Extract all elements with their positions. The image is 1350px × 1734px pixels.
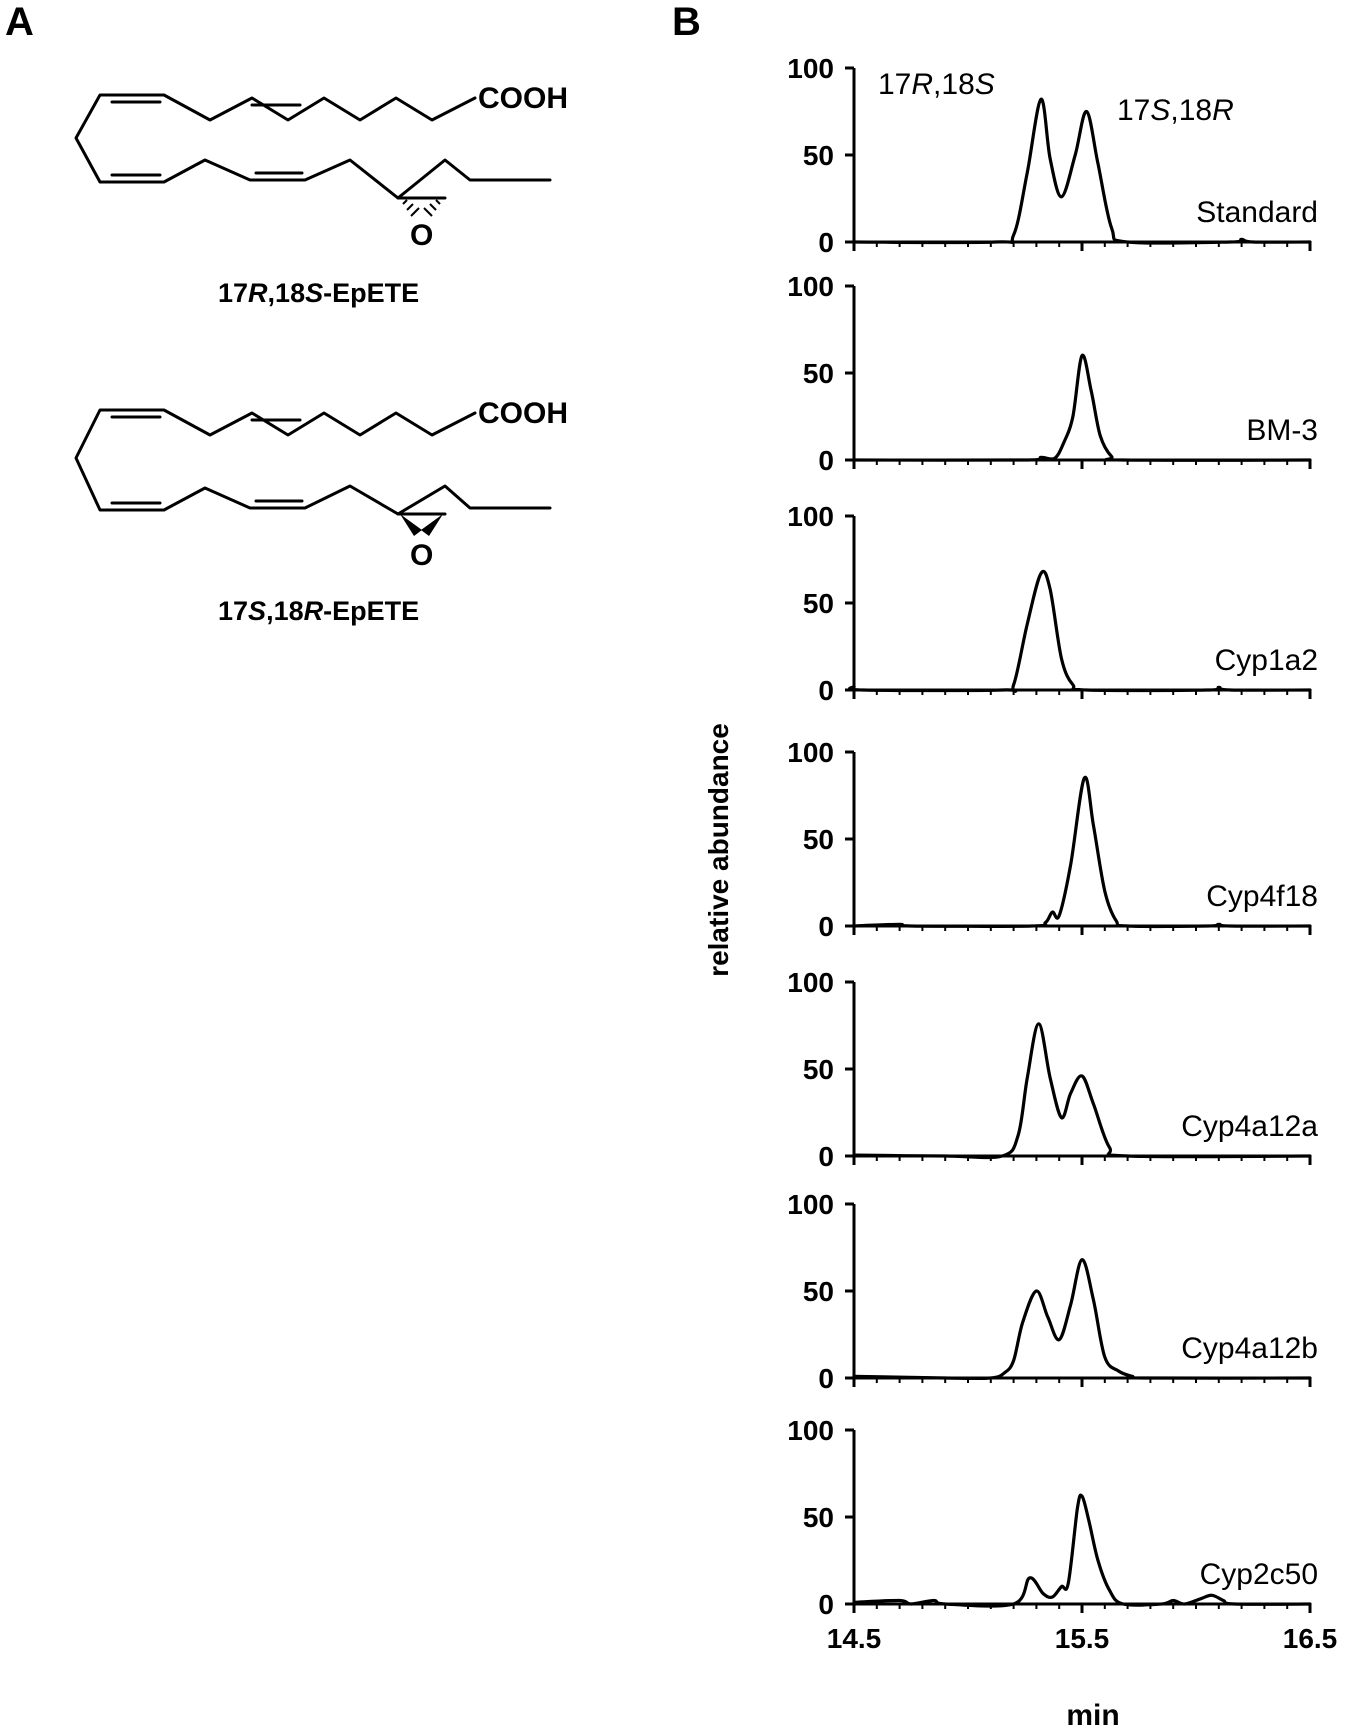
y-tick-label-bm-3: 50 bbox=[803, 358, 834, 389]
y-tick-label-standard: 0 bbox=[818, 227, 834, 258]
chemical-structures: O COOH O COOH bbox=[74, 82, 568, 572]
y-tick-label-cyp2c50: 0 bbox=[818, 1589, 834, 1620]
series-label-standard: Standard bbox=[1196, 196, 1318, 229]
structure-2-skeleton bbox=[74, 408, 552, 516]
structure-2-solid-wedges bbox=[400, 514, 443, 536]
structure-1-oxygen-label: O bbox=[410, 219, 433, 252]
x-tick-label: 15.5 bbox=[1055, 1623, 1110, 1654]
x-tick-label: 16.5 bbox=[1283, 1623, 1338, 1654]
trace-cyp2c50 bbox=[852, 1493, 1312, 1608]
y-tick-label-cyp2c50: 50 bbox=[803, 1502, 834, 1533]
y-tick-label-cyp4a12b: 100 bbox=[787, 1189, 834, 1220]
trace-cyp1a2 bbox=[848, 569, 1312, 693]
structure-2-caption: 17S,18R-EpETE bbox=[218, 596, 420, 626]
series-label-cyp4a12a: Cyp4a12a bbox=[1181, 1110, 1318, 1143]
series-label-cyp2c50: Cyp2c50 bbox=[1200, 1558, 1318, 1591]
panel-b-label: B bbox=[672, 0, 701, 44]
y-tick-label-cyp4f18: 50 bbox=[803, 824, 834, 855]
y-tick-label-cyp4a12b: 50 bbox=[803, 1276, 834, 1307]
series-label-cyp4f18: Cyp4f18 bbox=[1206, 880, 1318, 913]
y-tick-label-cyp1a2: 100 bbox=[787, 501, 834, 532]
panel-a-label: A bbox=[5, 0, 34, 44]
trace-standard bbox=[852, 97, 1312, 245]
y-tick-label-cyp1a2: 50 bbox=[803, 588, 834, 619]
structure-1-caption: 17R,18S-EpETE bbox=[218, 278, 420, 308]
y-tick-label-cyp4a12a: 50 bbox=[803, 1054, 834, 1085]
series-label-bm-3: BM-3 bbox=[1246, 414, 1318, 447]
structure-2-acid-label: COOH bbox=[478, 397, 568, 430]
series-label-cyp1a2: Cyp1a2 bbox=[1215, 644, 1318, 677]
y-tick-label-cyp4f18: 100 bbox=[787, 737, 834, 768]
x-tick-label: 14.5 bbox=[827, 1623, 882, 1654]
y-tick-label-cyp4a12a: 0 bbox=[818, 1141, 834, 1172]
structure-2-oxygen-label: O bbox=[410, 539, 433, 572]
y-tick-label-cyp2c50: 100 bbox=[787, 1415, 834, 1446]
series-label-cyp4a12b: Cyp4a12b bbox=[1181, 1332, 1318, 1365]
trace-cyp4a12a bbox=[852, 1022, 1312, 1160]
structure-1-acid-label: COOH bbox=[478, 82, 568, 115]
trace-bm-3 bbox=[852, 353, 1312, 462]
peak-label-17s18r: 17S,18R bbox=[1117, 94, 1234, 127]
peak-label-17r18s: 17R,18S bbox=[878, 68, 995, 101]
structure-1-skeleton bbox=[74, 93, 552, 200]
y-tick-label-cyp1a2: 0 bbox=[818, 675, 834, 706]
y-tick-label-cyp4a12b: 0 bbox=[818, 1363, 834, 1394]
y-tick-label-standard: 100 bbox=[787, 53, 834, 84]
x-axis-label: min bbox=[1066, 1699, 1119, 1732]
y-tick-label-bm-3: 100 bbox=[787, 271, 834, 302]
trace-cyp4f18 bbox=[852, 775, 1312, 929]
trace-cyp4a12b bbox=[852, 1258, 1312, 1381]
structure-1-hashed-wedges bbox=[402, 199, 441, 217]
y-tick-label-standard: 50 bbox=[803, 140, 834, 171]
y-tick-label-bm-3: 0 bbox=[818, 445, 834, 476]
y-axis-label: relative abundance bbox=[703, 723, 734, 977]
y-tick-label-cyp4a12a: 100 bbox=[787, 967, 834, 998]
y-tick-label-cyp4f18: 0 bbox=[818, 911, 834, 942]
